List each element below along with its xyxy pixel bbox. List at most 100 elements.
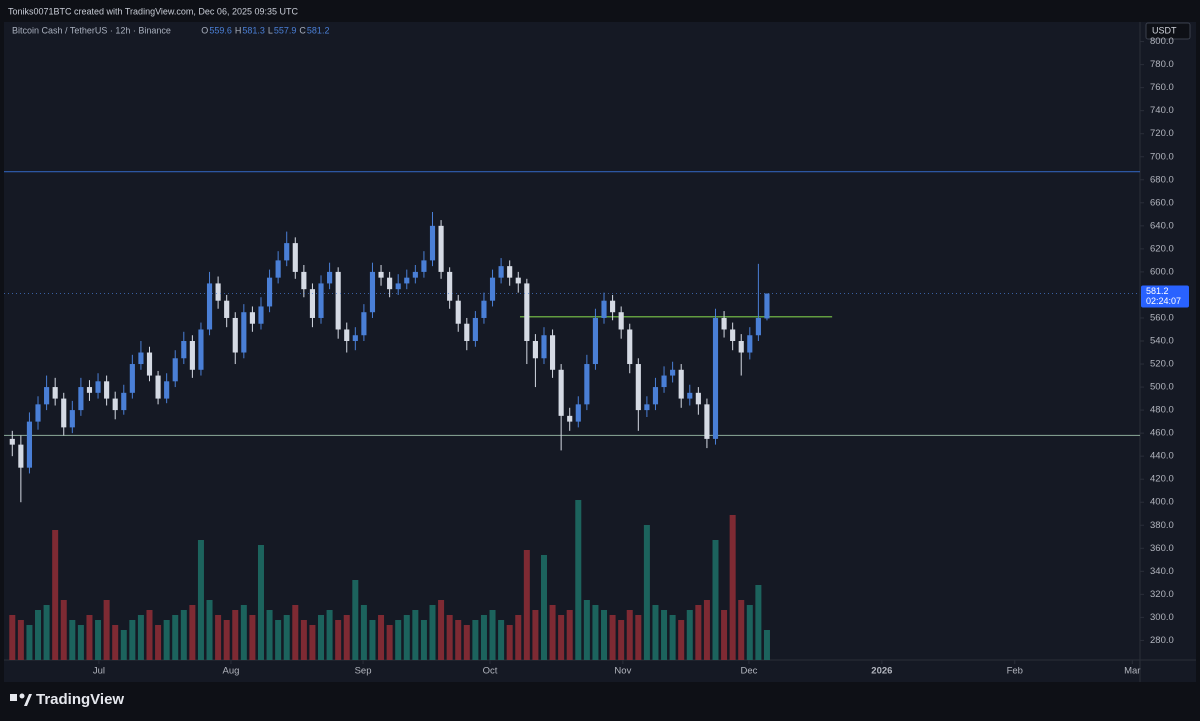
- candle-body: [9, 438, 15, 445]
- candle-body: [421, 260, 427, 272]
- ohlc-label: H: [235, 25, 242, 35]
- candle-body: [206, 283, 213, 330]
- candle-body: [232, 317, 238, 353]
- volume-bar: [103, 600, 110, 660]
- candle-body: [146, 352, 153, 376]
- volume-bar: [9, 615, 16, 660]
- candle-body: [369, 271, 376, 313]
- volume-bar: [300, 620, 307, 660]
- candle-body: [618, 312, 624, 330]
- logo: TradingView: [10, 691, 124, 708]
- candle-body: [112, 398, 118, 411]
- y-tick-label: 780.0: [1150, 59, 1174, 70]
- volume-bar: [703, 600, 710, 660]
- candle-body: [712, 317, 719, 439]
- candle-body: [472, 317, 478, 341]
- y-tick-label: 360.0: [1150, 543, 1174, 554]
- volume-bar: [360, 605, 367, 660]
- logo-icon: [24, 694, 32, 706]
- chart-title: Bitcoin Cash / TetherUS · 12h · Binance: [12, 25, 171, 35]
- candle-body: [532, 341, 538, 359]
- volume-bar: [215, 615, 222, 660]
- volume-bar: [257, 545, 264, 660]
- candle-body: [198, 329, 204, 370]
- candle-body: [541, 335, 547, 359]
- candle-body: [652, 387, 659, 405]
- y-tick-label: 340.0: [1150, 566, 1174, 577]
- volume-bar: [60, 600, 67, 660]
- volume-bar: [146, 610, 153, 660]
- candle-body: [730, 329, 736, 341]
- volume-bar: [326, 610, 333, 660]
- candle-body: [567, 415, 573, 422]
- volume-bar: [412, 610, 419, 660]
- candle-body: [524, 283, 530, 341]
- candle-body: [558, 369, 564, 416]
- volume-bar: [678, 620, 685, 660]
- candle-body: [172, 358, 178, 382]
- ohlc-label: O: [201, 25, 208, 35]
- candle-body: [224, 300, 230, 318]
- volume-bar: [583, 600, 590, 660]
- volume-bar: [378, 615, 385, 660]
- y-tick-label: 400.0: [1150, 497, 1174, 508]
- unit-box: [1145, 22, 1191, 40]
- y-tick-label: 560.0: [1150, 312, 1174, 323]
- candle-body: [695, 392, 701, 405]
- volume-bar: [275, 620, 282, 660]
- candle-body: [309, 289, 316, 318]
- volume-bar: [420, 620, 427, 660]
- volume-bar: [429, 605, 436, 660]
- y-tick-label: 460.0: [1150, 428, 1174, 439]
- y-tick-label: 440.0: [1150, 451, 1174, 462]
- candle-body: [138, 352, 144, 365]
- candle-body: [249, 312, 255, 324]
- candle-body: [644, 404, 650, 411]
- candle-body: [292, 243, 298, 272]
- candle-body: [704, 404, 710, 439]
- volume-bar: [489, 610, 496, 660]
- volume-bar: [566, 610, 573, 660]
- volume-bar: [386, 625, 393, 660]
- candle-body: [764, 293, 770, 319]
- volume-bar: [515, 615, 522, 660]
- candle-body: [86, 387, 93, 393]
- volume-bar: [129, 620, 136, 660]
- y-tick-label: 660.0: [1150, 197, 1174, 208]
- footer-logo-text: TradingView: [36, 691, 124, 708]
- candle-body: [18, 444, 24, 468]
- countdown: 02:24:07: [1146, 296, 1181, 306]
- volume-bar: [26, 625, 33, 660]
- volume-bar: [197, 540, 204, 660]
- candle-body: [344, 329, 350, 341]
- volume-bar: [592, 605, 599, 660]
- x-tick-label: Feb: [1007, 666, 1023, 677]
- volume-bar: [318, 615, 325, 660]
- ohlc-value: 557.9: [274, 25, 297, 35]
- y-tick-label: 300.0: [1150, 612, 1174, 623]
- volume-bar: [266, 610, 273, 660]
- ohlc-label: L: [268, 25, 273, 35]
- candle-body: [378, 271, 384, 278]
- candle-body: [95, 381, 101, 393]
- candle-body: [670, 369, 676, 376]
- volume-bar: [609, 615, 616, 660]
- volume-bar: [472, 620, 479, 660]
- volume-bar: [661, 610, 668, 660]
- candle-body: [438, 225, 444, 272]
- volume-bar: [532, 610, 539, 660]
- x-tick-label: Sep: [355, 666, 372, 677]
- volume-bar: [695, 605, 702, 660]
- volume-bar: [498, 620, 505, 660]
- candle-body: [121, 392, 127, 411]
- candle-body: [61, 398, 67, 428]
- ohlc-value: 581.2: [307, 25, 330, 35]
- candle-body: [610, 300, 616, 313]
- candle-body: [755, 317, 761, 336]
- volume-bar: [232, 610, 239, 660]
- volume-bar: [395, 620, 402, 660]
- ohlc-value: 581.3: [242, 25, 265, 35]
- volume-bar: [309, 625, 316, 660]
- candle-body: [335, 271, 341, 330]
